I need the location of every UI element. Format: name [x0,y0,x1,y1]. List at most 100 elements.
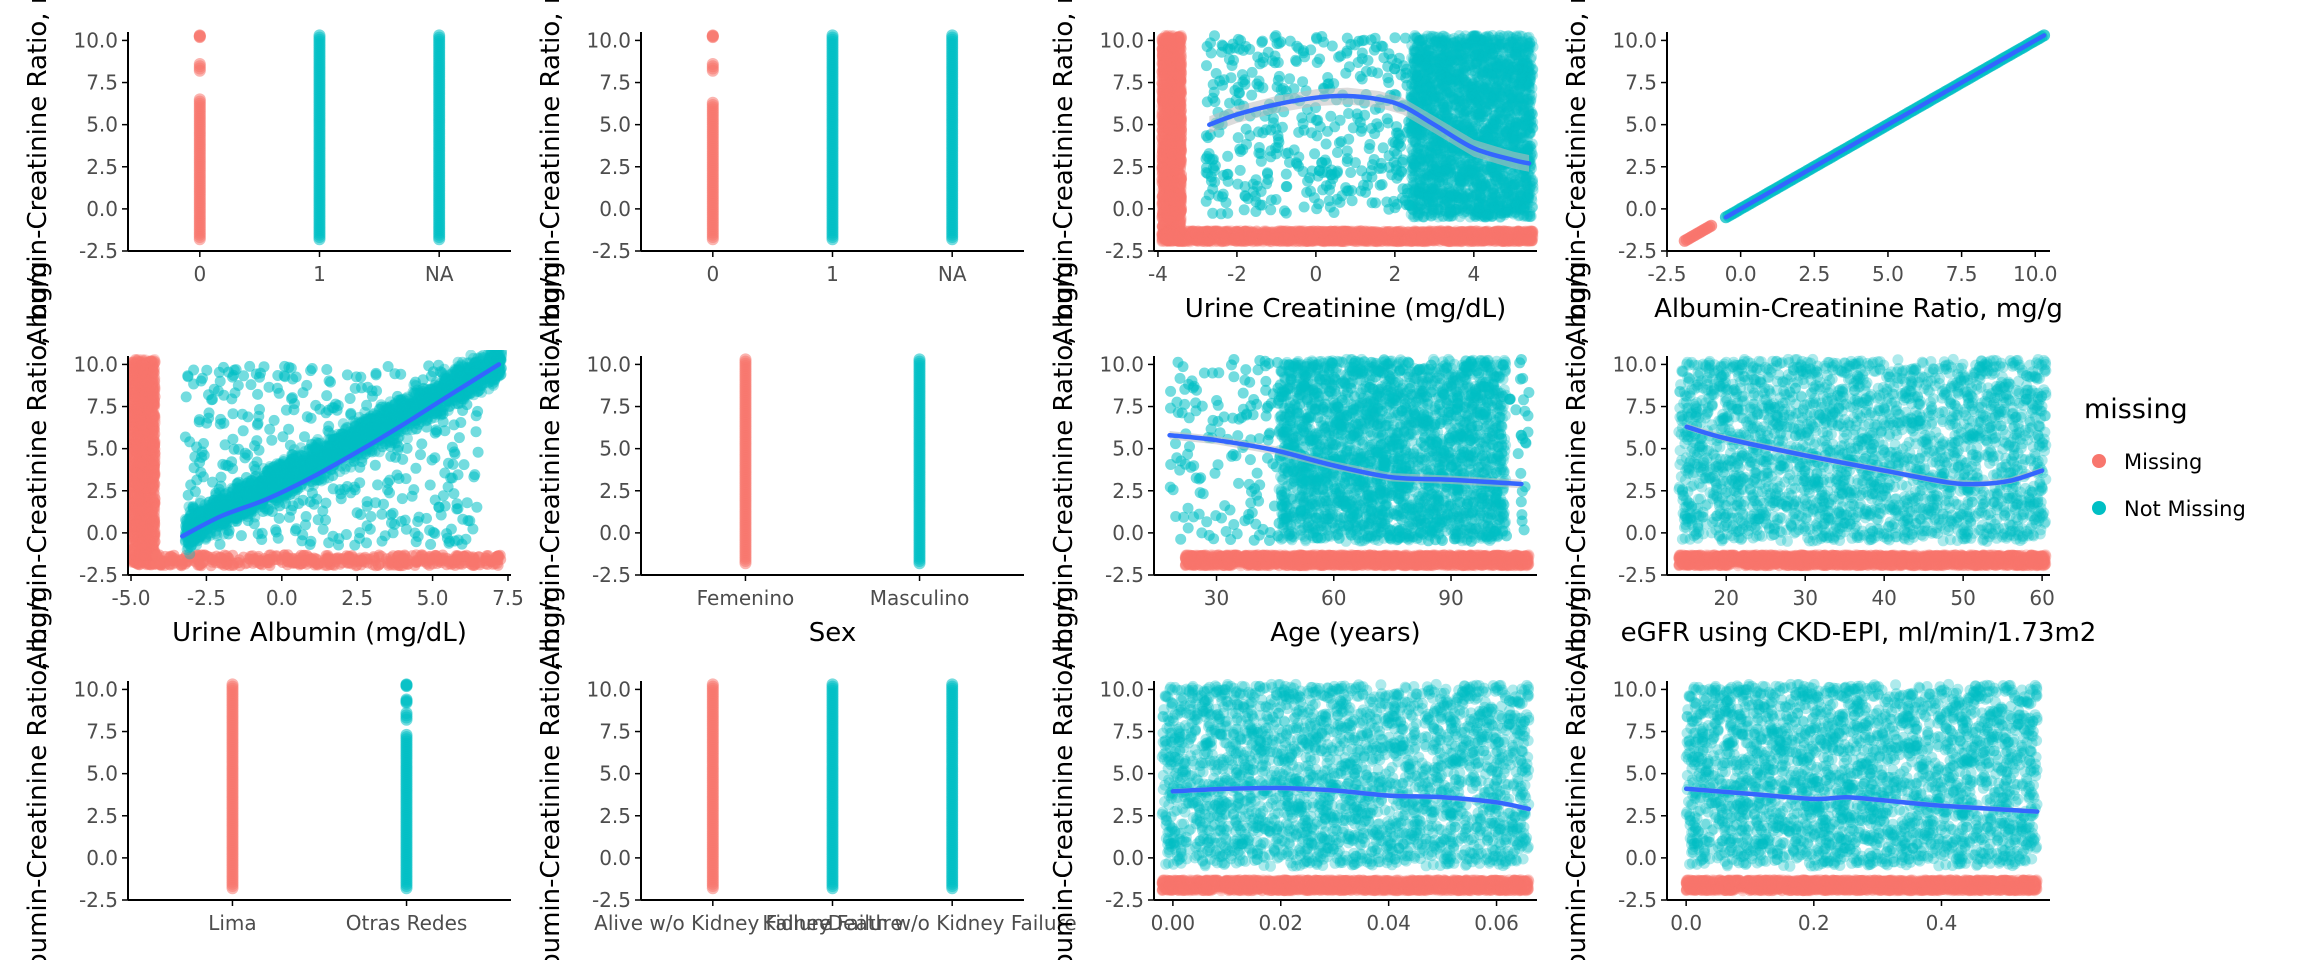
point-not_missing [1373,121,1385,133]
point-not_missing [1501,70,1513,82]
point-not_missing [1494,211,1506,223]
point-not_missing [1207,92,1219,104]
point-not_missing [1487,54,1499,66]
point-not_missing [1459,201,1471,213]
point-not_missing [1246,66,1258,78]
point-not_missing [1515,176,1527,188]
point-not_missing [1430,144,1442,156]
point-not_missing [1491,61,1503,73]
point-not_missing [1427,163,1439,175]
point-not_missing [1426,86,1438,98]
point-not_missing [1426,51,1438,63]
point-not_missing [1455,149,1467,161]
x-tick-label: 1 [826,262,839,286]
point-not_missing [1483,87,1495,99]
point-not_missing [1522,191,1534,203]
point-not_missing [1463,171,1475,182]
point-not_missing [1444,56,1456,68]
point-not_missing [1239,78,1251,90]
point-not_missing [1461,120,1473,132]
point-not_missing [1514,93,1526,105]
point-not_missing [1284,73,1296,85]
point-not_missing [1420,73,1432,85]
point-not_missing [1426,131,1438,143]
point-not_missing [1465,168,1476,180]
point-not_missing [1442,39,1454,51]
panel-p1: -2.50.02.55.07.510.00 1 NAAlbumin-Creatini… [23,0,511,346]
point-not_missing [1523,65,1535,77]
point-not_missing [1459,93,1471,105]
point-not_missing [1476,169,1488,181]
point-not_missing [1272,142,1284,154]
point-not_missing [1250,174,1262,186]
point-not_missing [1487,124,1499,135]
point-not_missing [1458,52,1470,64]
point-not_missing [1464,38,1476,50]
point-not_missing [1433,176,1445,187]
point-not_missing [946,233,959,246]
point-not_missing [1459,206,1471,218]
point-not_missing [1505,40,1517,51]
point-not_missing [1511,58,1523,70]
point-not_missing [1277,83,1289,94]
point-not_missing [1412,39,1424,51]
point-not_missing [1488,166,1500,178]
point-not_missing [1523,106,1534,118]
point-not_missing [1490,38,1502,50]
point-not_missing [1414,161,1426,173]
point-not_missing [1416,96,1428,108]
point-not_missing [1509,139,1521,151]
point-not_missing [1499,82,1511,94]
point-not_missing [1515,133,1527,144]
point-not_missing [1279,205,1290,217]
point-missing [706,233,719,246]
point-not_missing [1496,50,1508,62]
point-not_missing [1418,66,1430,78]
point-not_missing [1482,59,1494,71]
point-not_missing [1420,89,1432,101]
point-not_missing [1453,82,1465,94]
marks-p3 [1156,29,1539,248]
marks-p2 [706,29,959,246]
point-not_missing [1479,117,1491,129]
point-not_missing [1418,195,1430,207]
point-not_missing [1466,162,1478,174]
point-not_missing [1485,44,1497,56]
point-not_missing [1499,109,1511,121]
point-not_missing [1472,207,1484,219]
point-not_missing [1322,78,1334,90]
point-not_missing [1230,94,1242,106]
point-not_missing [1455,49,1467,61]
point-not_missing [1457,49,1469,61]
point-not_missing [1502,176,1514,188]
point-not_missing [1456,166,1468,178]
point-not_missing [1484,74,1496,86]
point-not_missing [1440,164,1452,176]
point-not_missing [1362,179,1374,191]
point-not_missing [1456,72,1468,84]
point-not_missing [1316,31,1328,42]
point-not_missing [1201,60,1212,72]
point-not_missing [1222,207,1234,219]
point-not_missing [1488,115,1499,127]
point-not_missing [1410,68,1422,80]
point-missing [193,64,206,77]
point-not_missing [1526,51,1537,63]
point-not_missing [1475,107,1487,119]
point-not_missing [1506,172,1518,184]
point-not_missing [1514,100,1525,112]
point-not_missing [1486,166,1498,178]
point-not_missing [1472,170,1483,181]
panel-p2: -2.50.02.55.07.510.00 1 NAAlbumin-Creatini… [536,0,1024,346]
point-not_missing [1434,171,1446,183]
point-not_missing [1481,74,1493,86]
point-not_missing [1356,47,1368,59]
point-not_missing [1509,203,1521,215]
point-not_missing [1455,45,1467,57]
point-not_missing [1475,174,1487,186]
point-not_missing [1426,189,1438,201]
point-not_missing [1415,177,1426,189]
y-tick-label: 2.5 [599,155,631,179]
point-not_missing [1506,100,1518,111]
point-not_missing [1480,84,1492,96]
